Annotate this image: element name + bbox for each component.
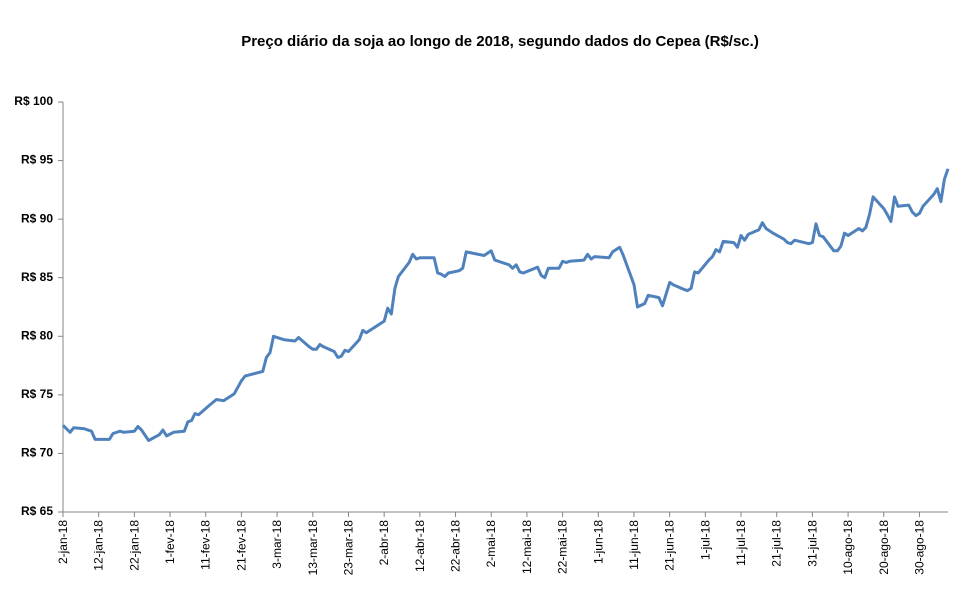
x-tick-label: 1-jul-18 [698,520,712,560]
x-tick-label: 21-jun-18 [663,520,677,571]
x-tick-label: 21-jul-18 [770,520,784,567]
price-line [61,168,950,442]
x-tick-label: 22-jan-18 [127,520,141,571]
x-tick-label: 12-abr-18 [413,520,427,572]
y-tick-label: R$ 80 [21,328,53,342]
x-tick-label: 12-jan-18 [92,520,106,571]
x-tick-label: 11-jul-18 [734,520,748,566]
x-tick-label: 2-abr-18 [377,520,391,566]
x-tick-label: 22-abr-18 [449,520,463,572]
x-tick-label: 22-mai-18 [556,520,570,574]
x-tick-label: 12-mai-18 [520,520,534,574]
x-tick-label: 3-mar-18 [270,520,284,569]
x-tick-label: 11-fev-18 [199,520,213,570]
y-tick-label: R$ 90 [21,211,53,225]
x-tick-label: 2-mai-18 [484,520,498,568]
y-tick-label: R$ 100 [14,94,53,108]
x-tick-label: 20-ago-18 [877,520,891,575]
x-tick-label: 10-ago-18 [841,520,855,575]
x-tick-label: 31-jul-18 [805,520,819,567]
y-tick-label: R$ 65 [21,504,53,518]
y-tick-label: R$ 95 [21,153,53,167]
x-tick-label: 30-ago-18 [912,520,926,575]
y-tick-label: R$ 85 [21,270,53,284]
chart-title: Preço diário da soja ao longo de 2018, s… [241,33,759,50]
x-tick-label: 2-jan-18 [56,520,70,564]
x-tick-label: 13-mar-18 [306,520,320,576]
x-tick-label: 1-fev-18 [163,520,177,564]
y-tick-label: R$ 75 [21,387,53,401]
x-tick-label: 23-mar-18 [341,520,355,576]
x-tick-label: 1-jun-18 [591,520,605,564]
x-tick-label: 21-fev-18 [234,520,248,571]
y-tick-label: R$ 70 [21,446,53,460]
x-tick-label: 11-jun-18 [627,520,641,570]
